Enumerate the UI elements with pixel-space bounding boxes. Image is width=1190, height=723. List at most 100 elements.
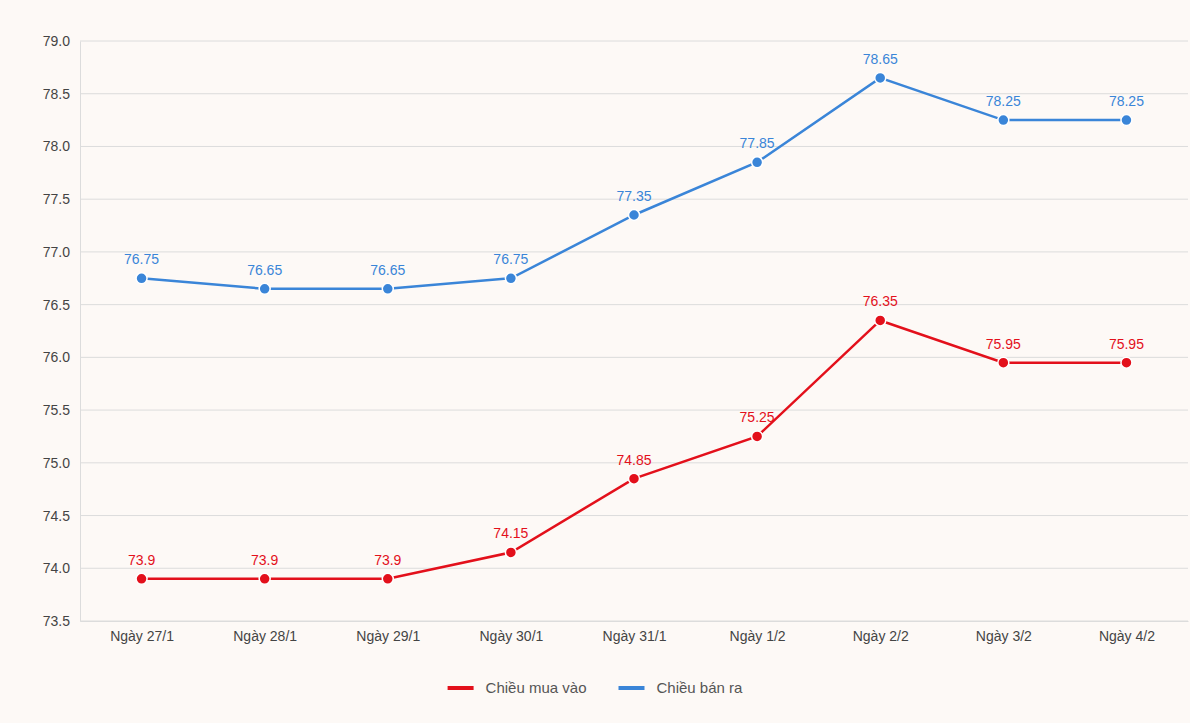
x-tick: Ngày 30/1	[479, 621, 543, 644]
data-label: 78.25	[1109, 93, 1144, 109]
point	[998, 357, 1009, 368]
point	[875, 315, 886, 326]
x-tick-label: Ngày 31/1	[603, 628, 667, 644]
point	[629, 473, 640, 484]
x-tick-label: Ngày 29/1	[356, 628, 420, 644]
legend-label: Chiều bán ra	[657, 679, 744, 696]
point	[505, 547, 516, 558]
y-tick-label: 74.5	[43, 508, 70, 524]
data-label: 77.85	[740, 135, 775, 151]
point	[259, 283, 270, 294]
grid-line	[80, 568, 1188, 569]
data-label: 76.65	[370, 262, 405, 278]
legend-item: Chiều bán ra	[619, 679, 744, 696]
x-tick-label: Ngày 1/2	[730, 628, 786, 644]
x-tick-label: Ngày 2/2	[853, 628, 909, 644]
point	[875, 72, 886, 83]
y-axis-line	[80, 42, 81, 622]
point	[136, 573, 147, 584]
data-label: 73.9	[374, 552, 401, 568]
point	[259, 573, 270, 584]
y-tick: 76.5	[43, 297, 80, 313]
data-label: 76.35	[863, 293, 898, 309]
data-label: 76.75	[493, 251, 528, 267]
grid-line	[80, 621, 1188, 622]
y-tick: 78.5	[43, 86, 80, 102]
y-axis: 73.5 74.0 74.5 75.0 75.5 76.0 76.5 77.0 77.5 78.0…	[43, 33, 81, 629]
x-tick-label: Ngày 30/1	[479, 628, 543, 644]
series-line	[142, 320, 1127, 578]
legend-swatch	[619, 686, 645, 690]
x-tick: Ngày 4/2	[1099, 621, 1155, 644]
y-tick-label: 76.5	[43, 297, 70, 313]
point	[1121, 357, 1132, 368]
data-labels: 73.973.973.974.1574.8575.2576.3575.9575.…	[124, 51, 1144, 568]
x-tick-label: Ngày 4/2	[1099, 628, 1155, 644]
y-tick-label: 78.0	[43, 138, 70, 154]
x-tick: Ngày 3/2	[976, 621, 1032, 644]
marks	[136, 72, 1132, 584]
data-label: 75.95	[986, 336, 1021, 352]
y-tick: 75.0	[43, 455, 80, 471]
x-tick: Ngày 28/1	[233, 621, 297, 644]
x-axis: Ngày 27/1 Ngày 28/1 Ngày 29/1 Ngày 30/1 Ngày…	[81, 621, 1189, 644]
y-tick-label: 77.0	[43, 244, 70, 260]
point	[752, 157, 763, 168]
x-tick-label: Ngày 27/1	[110, 628, 174, 644]
y-tick: 73.5	[43, 613, 80, 629]
y-tick-label: 79.0	[43, 33, 70, 49]
y-tick-label: 78.5	[43, 86, 70, 102]
grid-line	[80, 304, 1188, 305]
point	[382, 283, 393, 294]
x-tick-label: Ngày 3/2	[976, 628, 1032, 644]
y-tick: 74.0	[43, 560, 80, 576]
x-tick: Ngày 31/1	[603, 621, 667, 644]
data-label: 73.9	[251, 552, 278, 568]
grid-line	[80, 146, 1188, 147]
y-tick: 79.0	[43, 33, 80, 49]
grid-line	[80, 41, 1188, 42]
y-tick: 77.5	[43, 191, 80, 207]
point	[752, 431, 763, 442]
point	[382, 573, 393, 584]
data-label: 76.75	[124, 251, 159, 267]
y-tick-label: 77.5	[43, 191, 70, 207]
x-tick-label: Ngày 28/1	[233, 628, 297, 644]
y-tick-label: 76.0	[43, 349, 70, 365]
legend: Chiều mua vào Chiều bán ra	[448, 679, 743, 696]
y-tick-label: 73.5	[43, 613, 70, 629]
y-tick: 75.5	[43, 402, 80, 418]
data-label: 76.65	[247, 262, 282, 278]
data-label: 73.9	[128, 552, 155, 568]
grid	[80, 41, 1188, 621]
y-tick-label: 74.0	[43, 560, 70, 576]
grid-line	[80, 357, 1188, 358]
point	[629, 210, 640, 221]
data-label: 78.65	[863, 51, 898, 67]
grid-line	[80, 251, 1188, 252]
legend-label: Chiều mua vào	[486, 679, 587, 696]
point	[1121, 115, 1132, 126]
legend-item: Chiều mua vào	[448, 679, 587, 696]
grid-line	[80, 515, 1188, 516]
y-tick: 74.5	[43, 508, 80, 524]
grid-line	[80, 93, 1188, 94]
y-tick: 76.0	[43, 349, 80, 365]
data-label: 78.25	[986, 93, 1021, 109]
x-axis-line	[81, 621, 1189, 622]
x-tick: Ngày 27/1	[110, 621, 174, 644]
point	[998, 115, 1009, 126]
point	[136, 273, 147, 284]
x-tick: Ngày 1/2	[730, 621, 786, 644]
grid-line	[80, 410, 1188, 411]
legend-swatch	[448, 686, 474, 690]
data-label: 75.95	[1109, 336, 1144, 352]
data-label: 75.25	[740, 409, 775, 425]
y-tick: 78.0	[43, 138, 80, 154]
y-tick-label: 75.0	[43, 455, 70, 471]
data-label: 77.35	[616, 188, 651, 204]
data-label: 74.85	[616, 452, 651, 468]
y-tick: 77.0	[43, 244, 80, 260]
y-tick-label: 75.5	[43, 402, 70, 418]
x-tick: Ngày 2/2	[853, 621, 909, 644]
